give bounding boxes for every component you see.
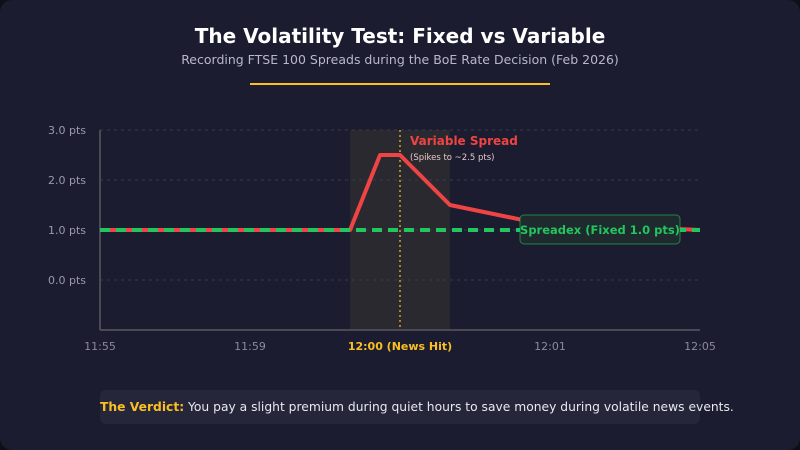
x-tick-label: 12:05: [684, 340, 716, 353]
variable-spread-note: (Spikes to ~2.5 pts): [410, 153, 495, 163]
variable-spread-label: Variable Spread: [410, 134, 518, 148]
x-tick-label: 11:55: [84, 340, 116, 353]
fixed-spread-label: Spreadex (Fixed 1.0 pts): [520, 223, 680, 237]
verdict-label: The Verdict:: [100, 400, 185, 414]
x-tick-label: 12:01: [534, 340, 566, 353]
y-tick-label: 3.0 pts: [48, 124, 86, 137]
y-tick-label: 2.0 pts: [48, 174, 86, 187]
y-tick-label: 1.0 pts: [48, 224, 86, 237]
x-tick-label-highlight: 12:00 (News Hit): [348, 340, 452, 353]
y-tick-label: 0.0 pts: [48, 274, 86, 287]
verdict-text: You pay a slight premium during quiet ho…: [184, 400, 734, 414]
chart-subtitle: Recording FTSE 100 Spreads during the Bo…: [181, 52, 619, 67]
fixed-label-box: [519, 214, 681, 245]
chart-title: The Volatility Test: Fixed vs Variable: [194, 24, 606, 48]
x-tick-label: 11:59: [234, 340, 266, 353]
verdict-box: The Verdict: You pay a slight premium du…: [100, 390, 734, 424]
title-divider: [250, 83, 550, 85]
